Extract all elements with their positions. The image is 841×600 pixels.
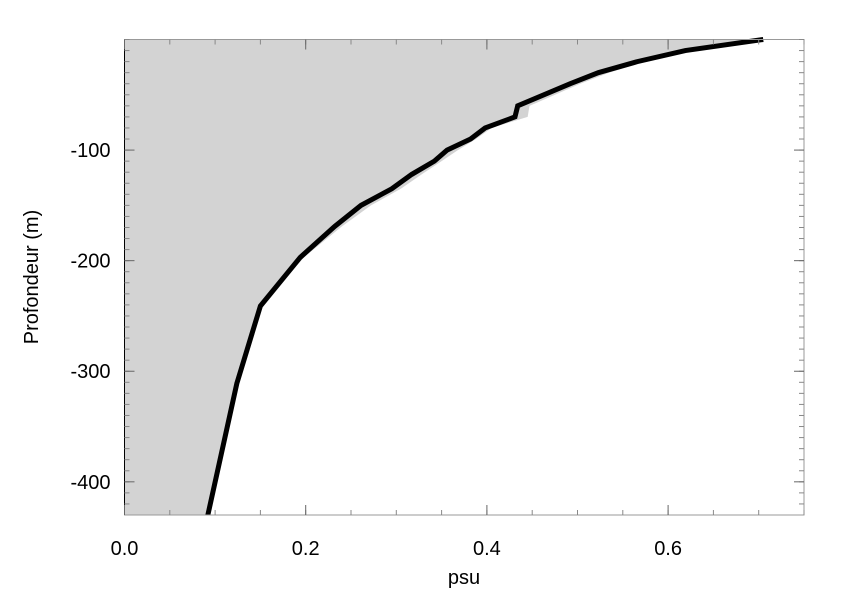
x-tick-label: 0.2	[292, 538, 320, 560]
profile-line	[205, 37, 764, 516]
y-axis-label: Profondeur (m)	[21, 210, 43, 345]
x-axis-label: psu	[448, 567, 480, 589]
shaded-area	[124, 39, 764, 515]
x-tick-label: 0.6	[654, 538, 682, 560]
x-tick-label: 0.4	[473, 538, 501, 560]
y-tick-label: -200	[70, 251, 110, 273]
y-tick-label: -400	[70, 472, 110, 494]
x-tick-label: 0.0	[111, 538, 139, 560]
y-tick-label: -100	[70, 140, 110, 162]
y-tick-label: -300	[70, 361, 110, 383]
